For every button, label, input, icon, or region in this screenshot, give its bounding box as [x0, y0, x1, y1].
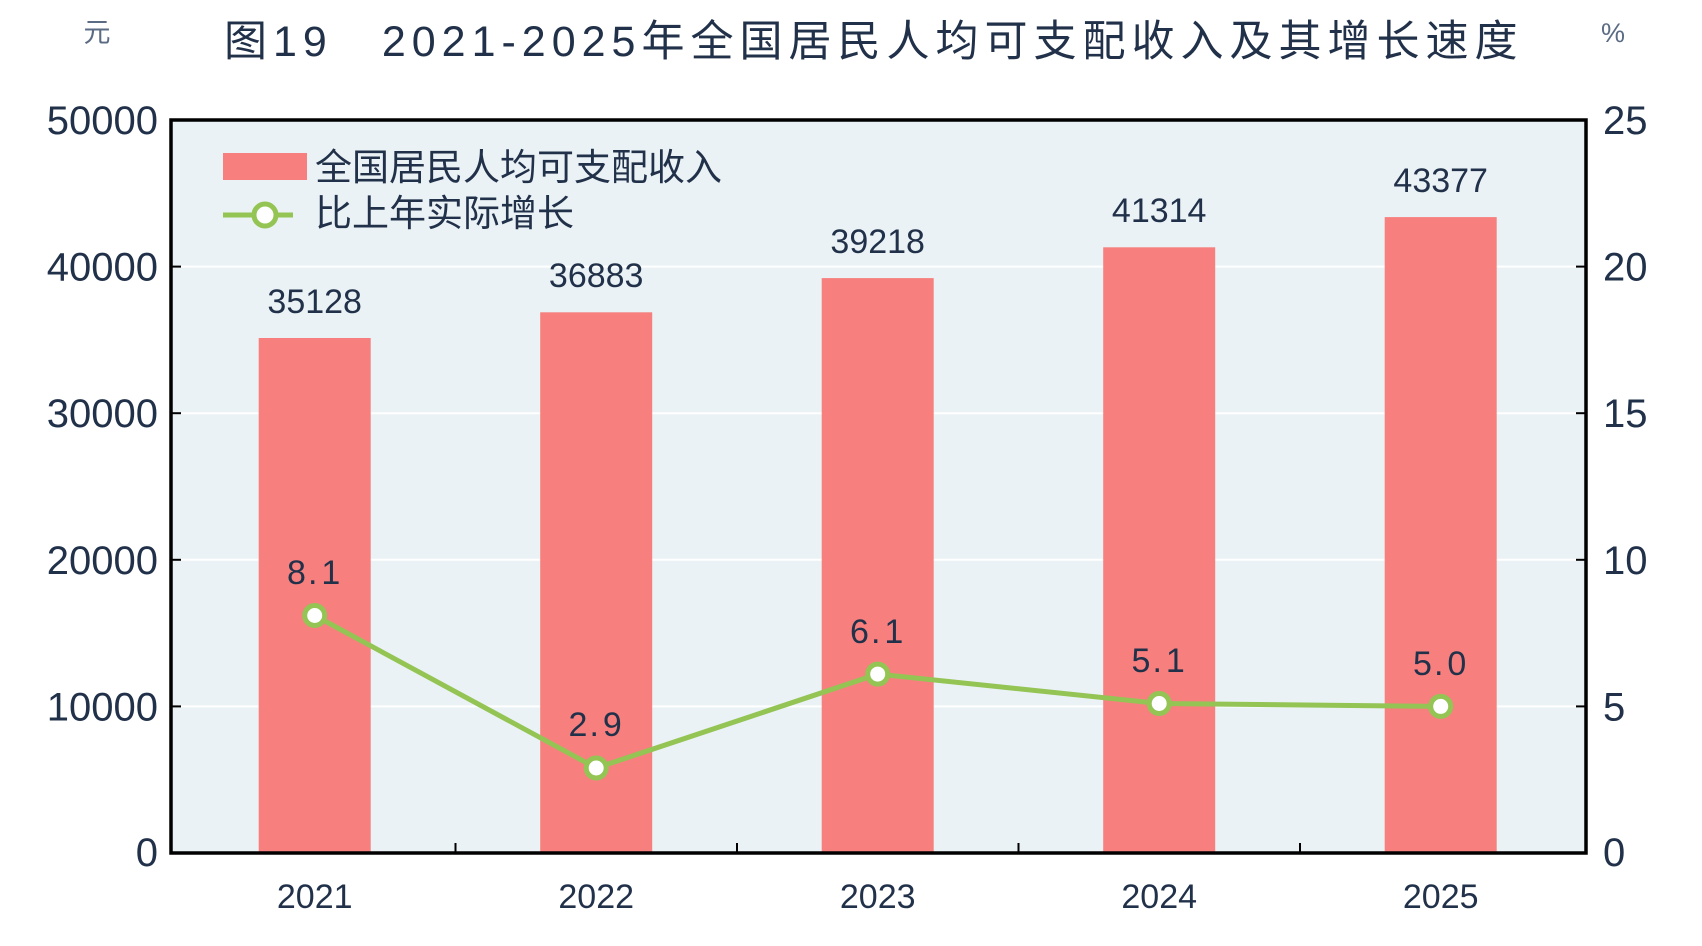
svg-text:%: %: [1601, 18, 1625, 48]
svg-text:40000: 40000: [47, 246, 158, 290]
svg-text:20: 20: [1603, 246, 1648, 290]
svg-text:6.1: 6.1: [850, 613, 905, 651]
svg-text:20000: 20000: [47, 539, 158, 583]
svg-text:2024: 2024: [1121, 878, 1197, 916]
svg-text:35128: 35128: [267, 283, 362, 321]
svg-text:图19 2021-2025年全国居民人均可支配收入及其增长速: 图19 2021-2025年全国居民人均可支配收入及其增长速度: [224, 18, 1523, 66]
svg-text:2023: 2023: [840, 878, 916, 916]
svg-text:5.1: 5.1: [1132, 642, 1187, 680]
svg-text:0: 0: [136, 831, 158, 875]
svg-text:2021: 2021: [277, 878, 353, 916]
svg-text:0: 0: [1603, 831, 1625, 875]
svg-text:2025: 2025: [1403, 878, 1479, 916]
svg-text:全国居民人均可支配收入: 全国居民人均可支配收入: [315, 147, 722, 188]
svg-text:15: 15: [1603, 392, 1648, 436]
svg-text:36883: 36883: [549, 257, 644, 295]
svg-text:10: 10: [1603, 539, 1648, 583]
svg-text:30000: 30000: [47, 392, 158, 436]
svg-text:39218: 39218: [830, 223, 925, 261]
svg-text:元: 元: [84, 18, 111, 48]
svg-text:8.1: 8.1: [287, 554, 342, 592]
svg-text:10000: 10000: [47, 685, 158, 729]
svg-text:41314: 41314: [1112, 192, 1207, 230]
svg-text:2022: 2022: [558, 878, 634, 916]
svg-text:2.9: 2.9: [569, 706, 624, 744]
svg-text:5.0: 5.0: [1413, 645, 1468, 683]
svg-text:25: 25: [1603, 99, 1648, 143]
svg-text:50000: 50000: [47, 99, 158, 143]
svg-text:5: 5: [1603, 685, 1625, 729]
svg-text:43377: 43377: [1393, 162, 1488, 200]
svg-text:比上年实际增长: 比上年实际增长: [315, 193, 574, 234]
